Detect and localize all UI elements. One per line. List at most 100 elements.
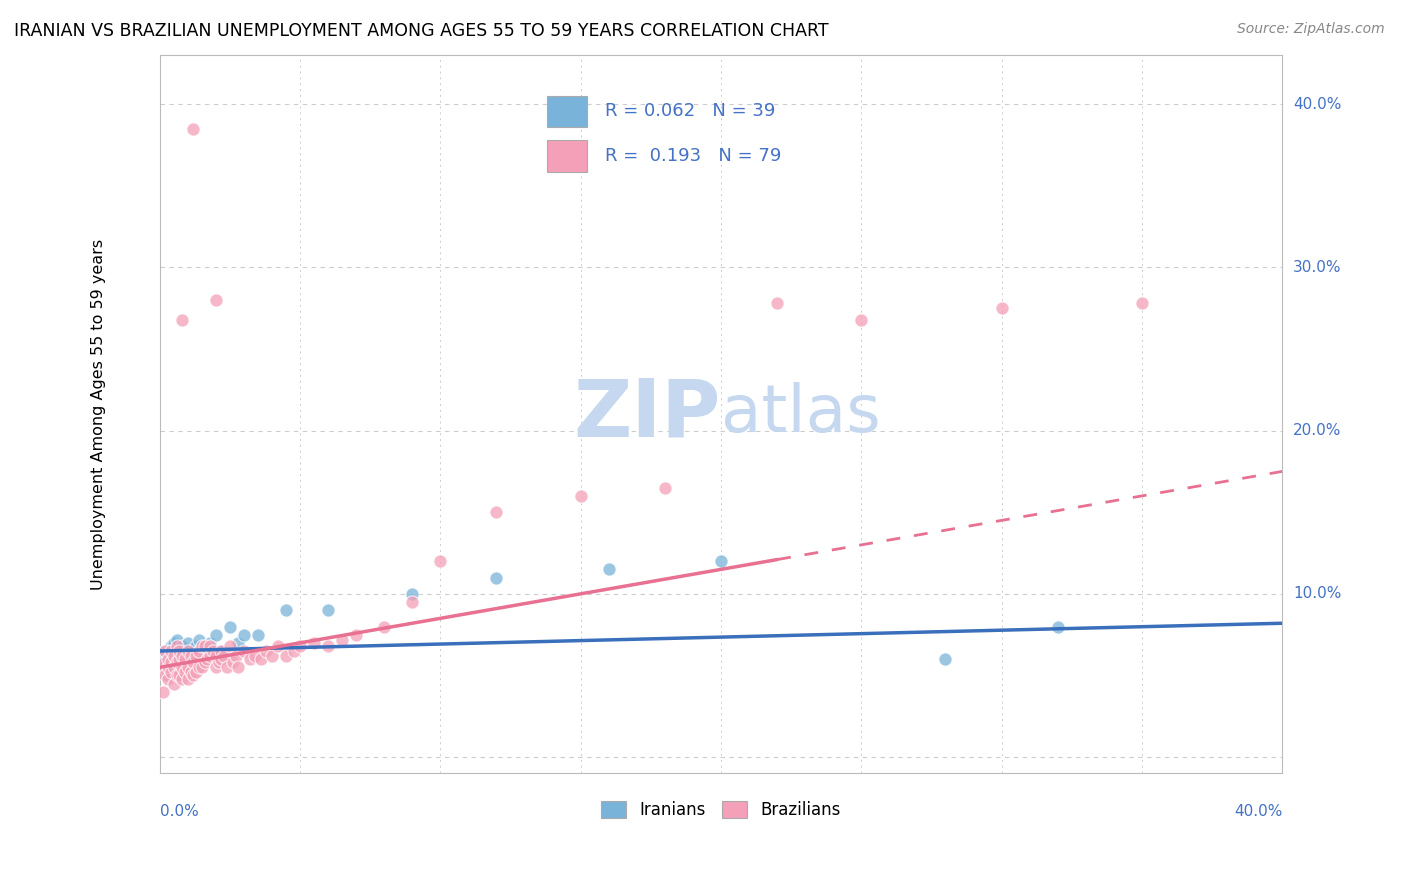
- Point: [172, 639, 194, 653]
- Point: [219, 619, 242, 633]
- Point: [186, 639, 208, 653]
- Point: [177, 672, 200, 686]
- Point: [194, 644, 217, 658]
- Point: [191, 660, 214, 674]
- FancyBboxPatch shape: [547, 96, 586, 127]
- Point: [191, 639, 214, 653]
- Point: [243, 648, 266, 663]
- Point: [152, 660, 174, 674]
- Text: Unemployment Among Ages 55 to 59 years: Unemployment Among Ages 55 to 59 years: [90, 239, 105, 590]
- Point: [174, 665, 197, 680]
- Point: [186, 665, 208, 680]
- Point: [157, 656, 180, 670]
- Legend: Iranians, Brazilians: Iranians, Brazilians: [595, 795, 848, 826]
- Point: [200, 636, 222, 650]
- Point: [166, 652, 188, 666]
- Point: [211, 644, 233, 658]
- Point: [163, 660, 186, 674]
- Point: [283, 644, 305, 658]
- Point: [485, 505, 508, 519]
- Point: [330, 632, 353, 647]
- Point: [569, 489, 592, 503]
- Point: [188, 644, 211, 658]
- Point: [183, 656, 205, 670]
- Point: [211, 652, 233, 666]
- Point: [211, 644, 233, 658]
- Point: [260, 648, 283, 663]
- Point: [177, 644, 200, 658]
- Text: 40.0%: 40.0%: [1234, 804, 1282, 819]
- Text: IRANIAN VS BRAZILIAN UNEMPLOYMENT AMONG AGES 55 TO 59 YEARS CORRELATION CHART: IRANIAN VS BRAZILIAN UNEMPLOYMENT AMONG …: [14, 22, 828, 40]
- Point: [254, 644, 277, 658]
- Point: [288, 639, 311, 653]
- Point: [160, 665, 183, 680]
- Text: 30.0%: 30.0%: [1294, 260, 1341, 275]
- Point: [228, 660, 250, 674]
- Point: [166, 656, 188, 670]
- Point: [429, 554, 451, 568]
- Point: [169, 644, 191, 658]
- Text: R = 0.062   N = 39: R = 0.062 N = 39: [606, 103, 776, 120]
- Point: [373, 619, 395, 633]
- Point: [172, 660, 194, 674]
- Point: [194, 639, 217, 653]
- Point: [163, 660, 186, 674]
- Text: R =  0.193   N = 79: R = 0.193 N = 79: [606, 147, 782, 165]
- Point: [233, 644, 256, 658]
- Point: [172, 312, 194, 326]
- Point: [177, 636, 200, 650]
- Point: [174, 652, 197, 666]
- Point: [225, 648, 247, 663]
- Point: [172, 672, 194, 686]
- Point: [934, 652, 956, 666]
- Point: [169, 652, 191, 666]
- Point: [155, 652, 177, 666]
- Point: [401, 595, 423, 609]
- Point: [155, 656, 177, 670]
- Point: [166, 668, 188, 682]
- Point: [180, 665, 202, 680]
- Point: [249, 652, 271, 666]
- Point: [186, 648, 208, 663]
- Point: [238, 652, 260, 666]
- Text: 10.0%: 10.0%: [1294, 586, 1341, 601]
- Point: [169, 644, 191, 658]
- Point: [157, 668, 180, 682]
- Point: [169, 656, 191, 670]
- Point: [710, 554, 733, 568]
- Point: [157, 660, 180, 674]
- Point: [169, 668, 191, 682]
- Point: [180, 648, 202, 663]
- Point: [163, 676, 186, 690]
- Point: [851, 312, 873, 326]
- Point: [191, 652, 214, 666]
- Point: [302, 636, 325, 650]
- Point: [316, 603, 339, 617]
- Point: [157, 672, 180, 686]
- Text: atlas: atlas: [721, 383, 880, 446]
- Point: [172, 660, 194, 674]
- Text: 0.0%: 0.0%: [160, 804, 198, 819]
- Point: [233, 628, 256, 642]
- Point: [202, 644, 225, 658]
- Point: [197, 652, 219, 666]
- Point: [344, 628, 367, 642]
- Point: [157, 652, 180, 666]
- Point: [246, 628, 269, 642]
- Point: [152, 685, 174, 699]
- Point: [1046, 619, 1069, 633]
- Point: [1130, 296, 1153, 310]
- Text: 20.0%: 20.0%: [1294, 423, 1341, 438]
- Point: [766, 296, 789, 310]
- Text: ZIP: ZIP: [574, 376, 721, 453]
- Text: Source: ZipAtlas.com: Source: ZipAtlas.com: [1237, 22, 1385, 37]
- Point: [160, 644, 183, 658]
- Point: [166, 639, 188, 653]
- Point: [266, 639, 288, 653]
- Point: [200, 639, 222, 653]
- Point: [219, 639, 242, 653]
- Point: [183, 121, 205, 136]
- FancyBboxPatch shape: [547, 140, 586, 171]
- Point: [188, 660, 211, 674]
- Point: [598, 562, 620, 576]
